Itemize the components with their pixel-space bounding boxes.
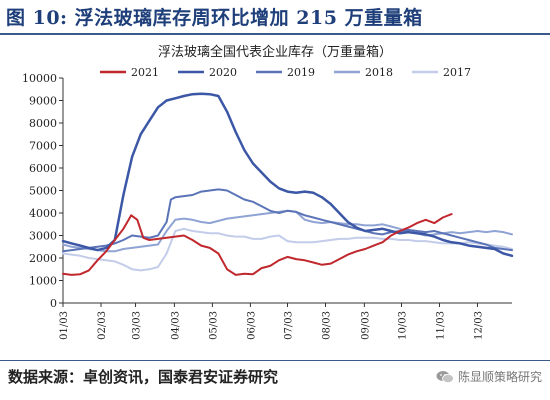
- wechat-icon: [436, 370, 454, 383]
- y-tick-label: 7000: [29, 140, 57, 153]
- chart-series-group: [61, 92, 514, 276]
- x-tick-label: 10/03: [397, 311, 408, 340]
- y-tick-label: 10000: [22, 72, 57, 85]
- y-tick-label: 1000: [29, 275, 57, 288]
- y-tick-label: 4000: [29, 207, 57, 220]
- x-tick-label: 11/03: [435, 311, 446, 340]
- chart-container: 浮法玻璃全国代表企业库存（万重量箱） 2021 2020 2019 2018 2017 …: [0, 38, 550, 356]
- inventory-line-chart: 浮法玻璃全国代表企业库存（万重量箱） 2021 2020 2019 2018 2017 …: [22, 44, 514, 340]
- x-tick-label: 05/03: [208, 311, 219, 340]
- figure-title: 图 10: 浮法玻璃库存周环比增加 215 万重量箱: [6, 7, 423, 29]
- legend-item-2019: 2019: [256, 66, 315, 79]
- x-tick-label: 02/03: [97, 311, 108, 340]
- y-tick-label: 9000: [29, 95, 57, 108]
- y-tick-label: 5000: [29, 185, 57, 198]
- chart-axes: 0 1000 2000 3000 4000 5000 6000 7000 8000 9000 100…: [22, 72, 512, 340]
- chart-title: 浮法玻璃全国代表企业库存（万重量箱）: [158, 44, 392, 60]
- x-tick-label: 08/03: [321, 311, 332, 340]
- legend-label: 2021: [131, 66, 159, 79]
- x-tick-label: 09/03: [360, 311, 371, 340]
- legend-label: 2019: [287, 66, 315, 79]
- legend-item-2020: 2020: [178, 66, 237, 79]
- chart-legend: 2021 2020 2019 2018 2017: [100, 66, 471, 79]
- legend-item-2021: 2021: [100, 66, 159, 79]
- legend-label: 2018: [365, 66, 393, 79]
- data-source-note: 数据来源：卓创资讯，国泰君安证券研究: [8, 368, 279, 386]
- series-line-2020: [61, 92, 514, 258]
- footer-divider: [0, 360, 550, 361]
- x-tick-label: 12/03: [473, 311, 484, 340]
- series-line-2021: [62, 213, 453, 276]
- watermark: 陈显顺策略研究: [436, 368, 542, 385]
- x-tick-label: 06/03: [246, 311, 257, 340]
- legend-label: 2017: [443, 66, 471, 79]
- x-tick-label: 07/03: [284, 311, 295, 340]
- x-tick-label: 01/03: [59, 311, 70, 340]
- watermark-label: 陈显顺策略研究: [457, 370, 542, 384]
- legend-label: 2020: [209, 66, 237, 79]
- legend-item-2018: 2018: [334, 66, 393, 79]
- y-tick-label: 8000: [29, 117, 57, 130]
- x-tick-label: 03/03: [132, 311, 143, 340]
- series-line-2017: [62, 227, 513, 272]
- y-tick-label: 6000: [29, 162, 57, 175]
- header-divider: [0, 33, 550, 35]
- y-tick-label: 2000: [29, 252, 57, 265]
- figure-header: 图 10: 浮法玻璃库存周环比增加 215 万重量箱: [0, 0, 550, 36]
- y-tick-label: 3000: [29, 230, 57, 243]
- legend-item-2017: 2017: [412, 66, 471, 79]
- series-line-2019: [62, 188, 513, 253]
- y-tick-label: 0: [50, 297, 57, 310]
- x-tick-label: 04/03: [170, 311, 181, 340]
